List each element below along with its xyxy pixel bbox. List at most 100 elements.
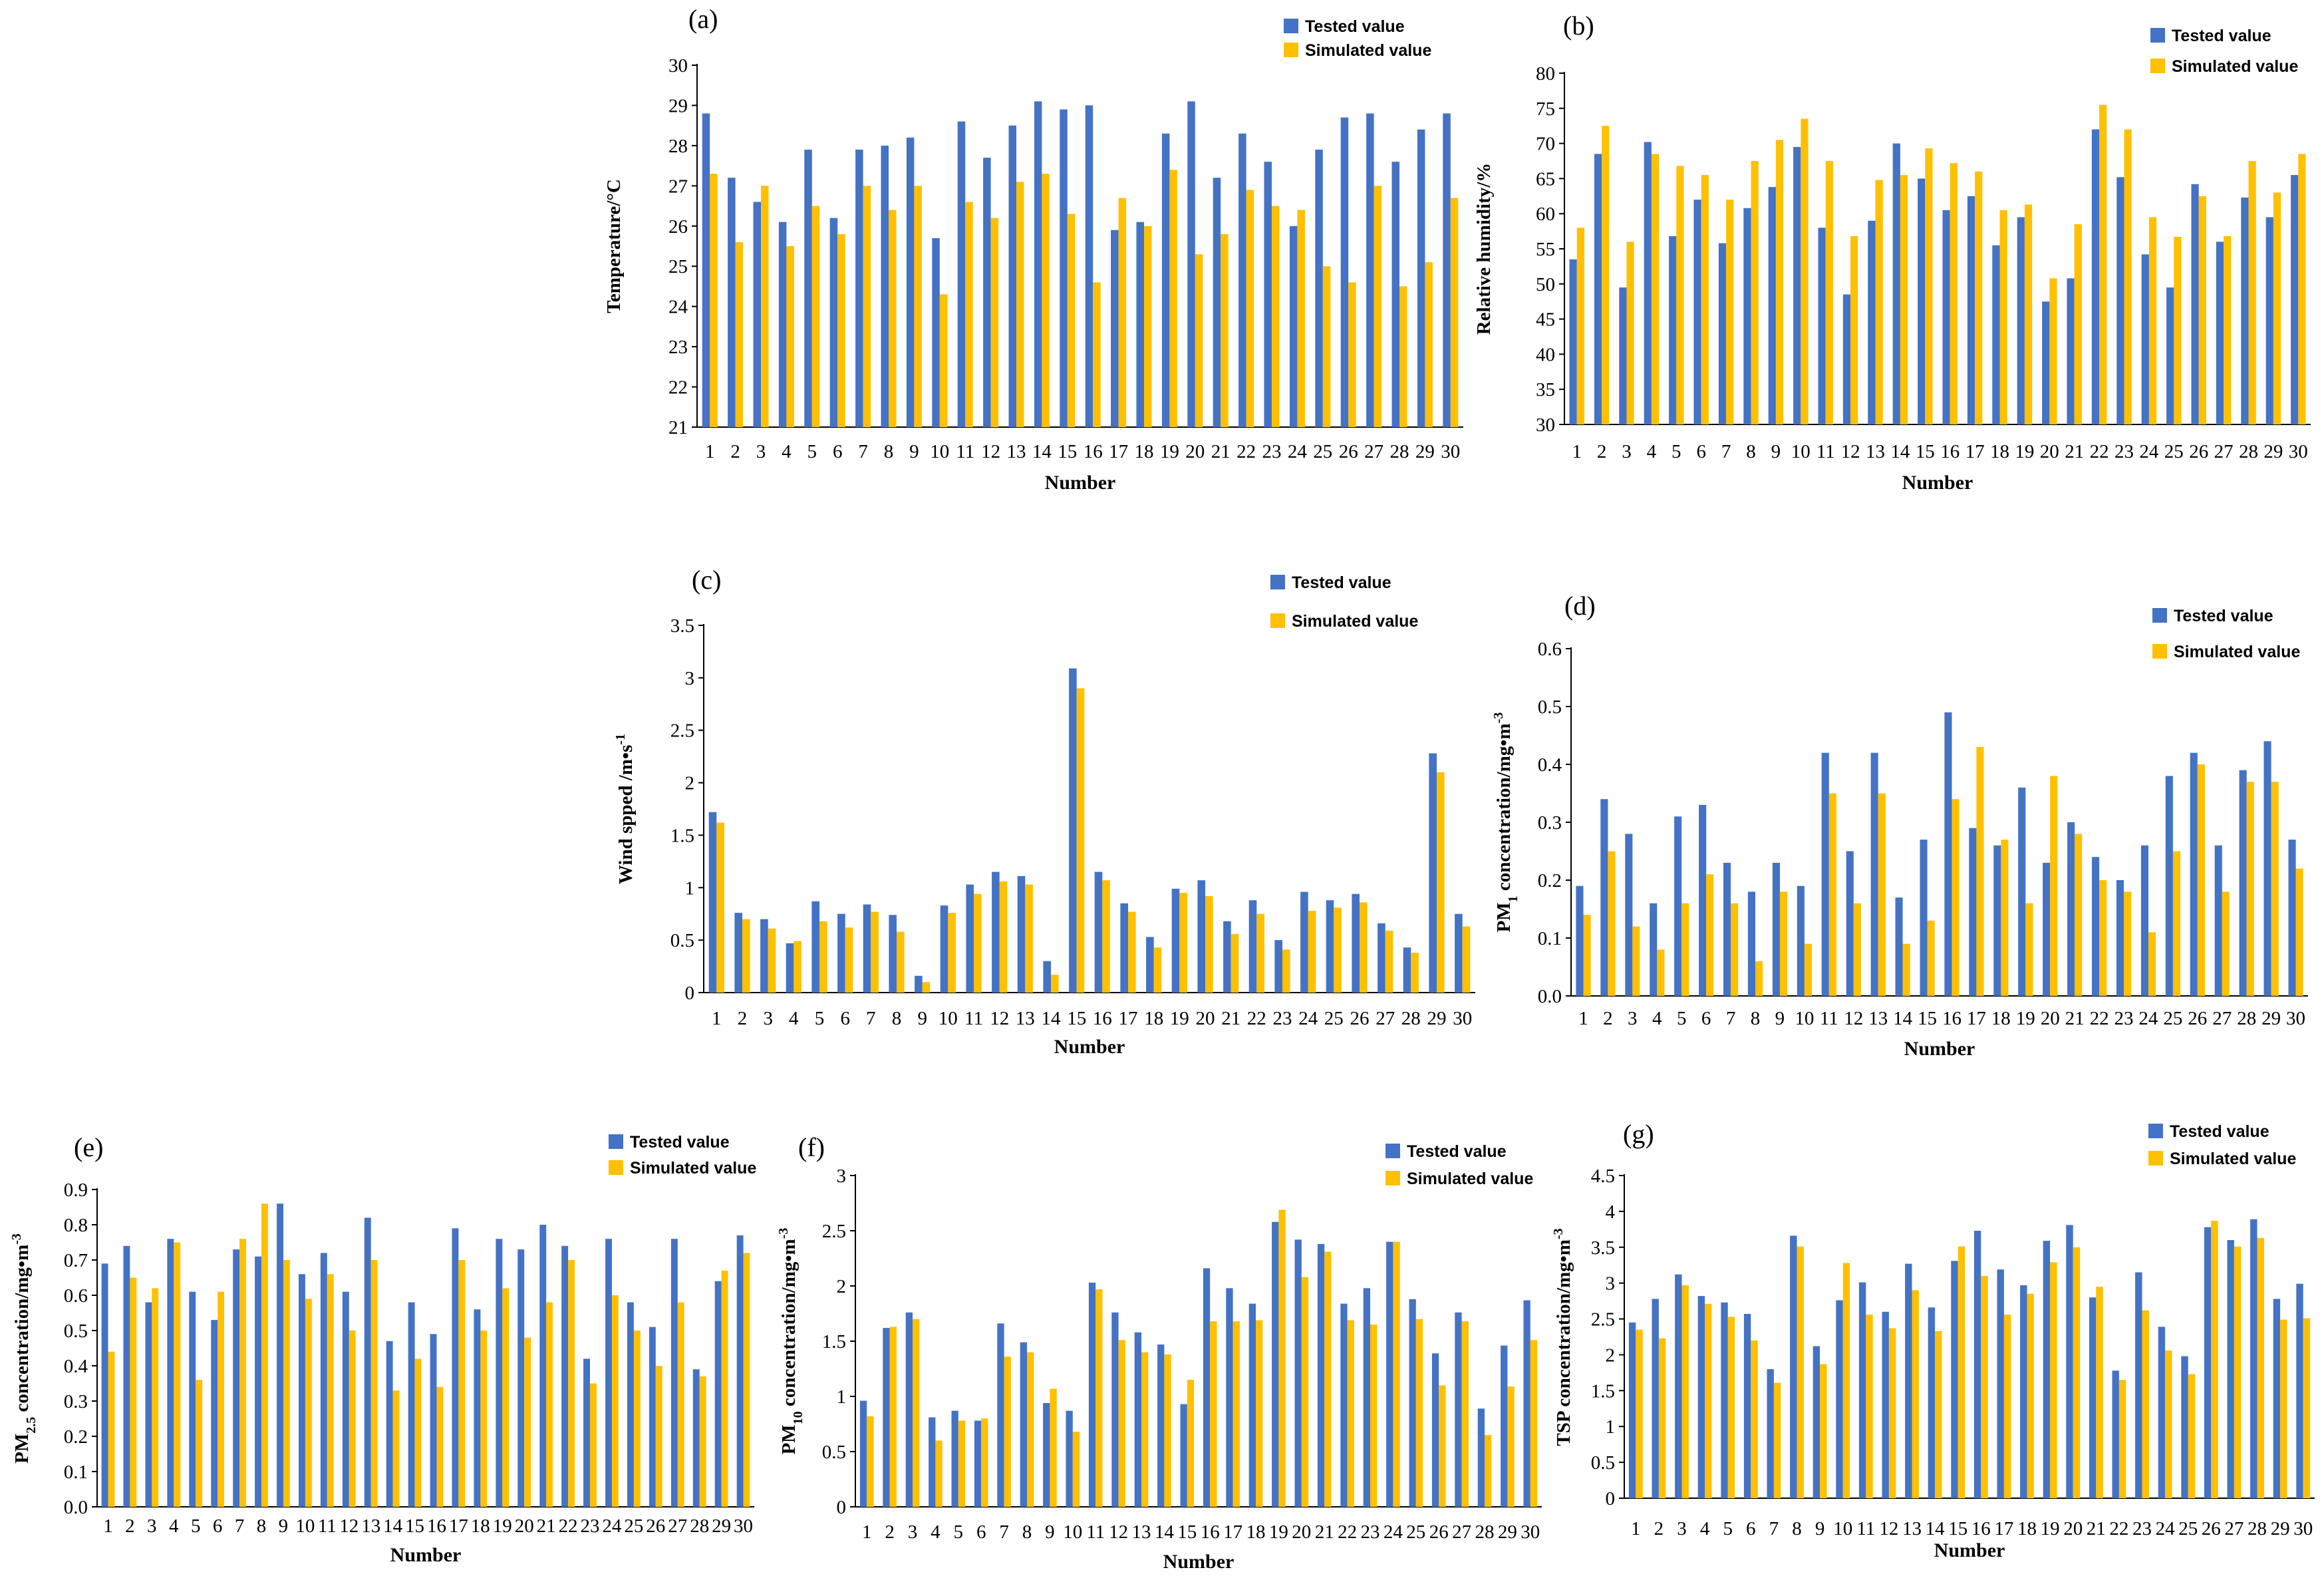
- bar-tested-8: [889, 915, 897, 993]
- bar-simulated-12: [1888, 1328, 1896, 1498]
- y-tick-label: 1.5: [1591, 1380, 1615, 1402]
- x-tick-label: 16: [1942, 1008, 1961, 1029]
- bar-tested-16: [1085, 105, 1093, 427]
- x-tick-label: 6: [213, 1515, 223, 1537]
- bar-simulated-27: [2222, 891, 2230, 996]
- x-tick-label: 10: [295, 1515, 315, 1537]
- x-tick-label: 30: [1521, 1521, 1540, 1543]
- x-tick-label: 12: [981, 441, 1000, 462]
- legend-swatch-simulated: [1270, 613, 1285, 628]
- x-tick-label: 23: [2114, 441, 2134, 462]
- bar-simulated-5: [1676, 166, 1684, 424]
- bar-simulated-25: [1415, 1319, 1423, 1507]
- bar-tested-5: [951, 1410, 958, 1507]
- bar-tested-14: [1895, 897, 1903, 996]
- bar-tested-17: [1969, 828, 1977, 996]
- bar-tested-8: [255, 1256, 261, 1507]
- bar-tested-15: [1060, 109, 1068, 427]
- y-axis-title: Temperature/°C: [603, 179, 625, 313]
- x-tick-label: 24: [602, 1515, 622, 1537]
- bar-simulated-18: [1153, 947, 1162, 993]
- bar-simulated-6: [981, 1418, 988, 1507]
- x-tick-label: 27: [2214, 441, 2234, 462]
- bar-tested-6: [1743, 1314, 1751, 1498]
- bar-simulated-16: [1950, 163, 1958, 424]
- x-tick-label: 24: [2138, 1008, 2158, 1029]
- x-tick-label: 11: [1856, 1518, 1875, 1539]
- x-axis-title: Number: [1902, 472, 1973, 494]
- bar-simulated-1: [1576, 228, 1584, 424]
- bar-tested-26: [2190, 752, 2198, 996]
- x-tick-label: 3: [756, 441, 766, 462]
- bar-tested-1: [702, 113, 710, 427]
- y-tick-label: 28: [668, 136, 688, 157]
- x-tick-label: 9: [1775, 1008, 1785, 1029]
- y-tick-label: 26: [668, 216, 688, 238]
- panel-label: (b): [1563, 11, 1594, 41]
- x-tick-label: 29: [1498, 1521, 1517, 1543]
- bar-tested-15: [1069, 668, 1077, 993]
- bar-tested-15: [408, 1302, 415, 1507]
- x-axis-title: Number: [1054, 1036, 1125, 1058]
- bar-simulated-17: [458, 1260, 466, 1507]
- legend-label-tested: Tested value: [630, 1133, 730, 1152]
- x-tick-label: 1: [1631, 1518, 1641, 1539]
- x-tick-label: 26: [2188, 1008, 2207, 1029]
- bar-simulated-11: [1866, 1315, 1873, 1498]
- y-tick-label: 23: [668, 337, 688, 358]
- bar-tested-19: [1272, 1221, 1279, 1507]
- bar-tested-25: [1315, 149, 1323, 427]
- bar-tested-25: [2165, 776, 2173, 996]
- bar-simulated-8: [1755, 961, 1763, 996]
- legend-label-simulated: Simulated value: [1407, 1170, 1533, 1188]
- bar-tested-3: [1625, 834, 1633, 996]
- bar-simulated-27: [677, 1302, 684, 1507]
- bar-tested-21: [2089, 1297, 2097, 1498]
- x-tick-label: 5: [191, 1515, 201, 1537]
- panel-label: (c): [692, 565, 721, 595]
- y-tick-label: 1: [685, 877, 695, 899]
- bar-tested-11: [1858, 1282, 1866, 1498]
- x-tick-label: 10: [1795, 1008, 1814, 1029]
- bar-simulated-28: [2257, 1237, 2264, 1498]
- bar-simulated-6: [1706, 874, 1714, 996]
- bar-simulated-9: [1820, 1364, 1827, 1498]
- y-tick-label: 40: [1536, 344, 1555, 365]
- x-tick-label: 26: [1350, 1008, 1370, 1029]
- y-tick-label: 0.3: [1538, 812, 1562, 834]
- x-tick-label: 27: [1364, 441, 1383, 462]
- x-tick-label: 27: [1452, 1521, 1471, 1543]
- y-tick-label: 0.3: [64, 1391, 88, 1412]
- y-tick-label: 0: [685, 983, 695, 1004]
- bar-tested-16: [1942, 210, 1950, 424]
- x-tick-label: 20: [1185, 441, 1205, 462]
- bar-tested-18: [1248, 1303, 1256, 1507]
- x-tick-label: 19: [2041, 1518, 2060, 1539]
- bar-simulated-29: [2271, 782, 2279, 996]
- bar-simulated-10: [1804, 943, 1812, 996]
- x-tick-label: 2: [885, 1521, 895, 1543]
- bar-tested-27: [2216, 241, 2224, 424]
- x-tick-label: 9: [1045, 1521, 1055, 1543]
- x-tick-label: 19: [1160, 441, 1179, 462]
- bar-tested-23: [1363, 1288, 1370, 1507]
- bar-simulated-7: [1726, 200, 1734, 424]
- bar-tested-22: [2091, 129, 2100, 424]
- x-tick-label: 11: [956, 441, 974, 462]
- bar-simulated-24: [1297, 210, 1305, 427]
- bar-simulated-30: [743, 1253, 750, 1507]
- bar-simulated-26: [655, 1366, 662, 1507]
- x-tick-label: 8: [1792, 1518, 1802, 1539]
- bar-simulated-22: [1246, 190, 1254, 427]
- bar-tested-12: [1842, 294, 1851, 424]
- y-tick-label: 55: [1536, 239, 1555, 260]
- bar-tested-26: [1340, 117, 1349, 427]
- x-tick-label: 16: [427, 1515, 446, 1537]
- chart-panel-c: (c)00.511.522.533.51 2 3 4 5 6 7 8 9 10 11 12 13 14 15…: [613, 565, 1475, 1058]
- bar-simulated-1: [1636, 1329, 1643, 1498]
- bar-tested-20: [1187, 101, 1195, 427]
- bar-simulated-2: [889, 1327, 897, 1507]
- x-tick-label: 20: [2041, 1008, 2060, 1029]
- bar-tested-30: [736, 1235, 744, 1507]
- bar-simulated-18: [2001, 840, 2009, 996]
